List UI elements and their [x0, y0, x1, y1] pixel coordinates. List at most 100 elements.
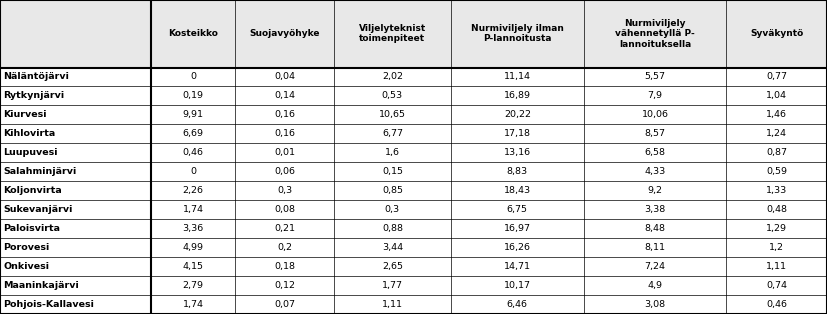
- Text: Maaninkajärvi: Maaninkajärvi: [3, 281, 79, 290]
- Text: 0,2: 0,2: [277, 243, 292, 252]
- Text: 8,48: 8,48: [644, 224, 666, 233]
- Text: 6,46: 6,46: [507, 300, 528, 309]
- Text: 4,9: 4,9: [648, 281, 662, 290]
- Text: 8,11: 8,11: [644, 243, 666, 252]
- Bar: [0, 86, 827, 106]
- Text: 0,16: 0,16: [275, 129, 295, 138]
- Bar: [0, 295, 827, 314]
- Text: Salahminjärvi: Salahminjärvi: [3, 167, 77, 176]
- Text: 0: 0: [190, 167, 196, 176]
- Text: Kiurvesi: Kiurvesi: [3, 111, 47, 119]
- Text: 17,18: 17,18: [504, 129, 531, 138]
- Text: 1,24: 1,24: [766, 129, 787, 138]
- Text: 1,11: 1,11: [766, 262, 787, 271]
- Text: 0,3: 0,3: [385, 205, 400, 214]
- Text: 18,43: 18,43: [504, 186, 531, 195]
- Text: 7,24: 7,24: [644, 262, 666, 271]
- Text: 4,33: 4,33: [644, 167, 666, 176]
- Text: Sukevanjärvi: Sukevanjärvi: [3, 205, 73, 214]
- Bar: [0, 276, 827, 295]
- Text: 16,97: 16,97: [504, 224, 531, 233]
- Text: 1,33: 1,33: [766, 186, 787, 195]
- Text: 2,26: 2,26: [183, 186, 203, 195]
- Text: 3,44: 3,44: [382, 243, 403, 252]
- Bar: [0, 181, 827, 200]
- Bar: [0, 200, 827, 219]
- Bar: [0, 219, 827, 238]
- Text: 0,07: 0,07: [275, 300, 295, 309]
- Text: 4,15: 4,15: [183, 262, 203, 271]
- Text: 0,14: 0,14: [275, 91, 295, 100]
- Text: 5,57: 5,57: [644, 73, 666, 82]
- Text: 4,99: 4,99: [183, 243, 203, 252]
- Text: 1,2: 1,2: [769, 243, 784, 252]
- Bar: [0, 257, 827, 276]
- Text: 0,06: 0,06: [275, 167, 295, 176]
- Text: 0,87: 0,87: [766, 148, 787, 157]
- Text: 6,75: 6,75: [507, 205, 528, 214]
- Text: 0,16: 0,16: [275, 111, 295, 119]
- Text: Näläntöjärvi: Näläntöjärvi: [3, 73, 69, 82]
- Bar: [0, 124, 827, 143]
- Text: 0,74: 0,74: [766, 281, 787, 290]
- Text: 0,04: 0,04: [275, 73, 295, 82]
- Text: 6,69: 6,69: [183, 129, 203, 138]
- Text: 0,3: 0,3: [277, 186, 292, 195]
- Text: 0,46: 0,46: [183, 148, 203, 157]
- Text: 0,21: 0,21: [275, 224, 295, 233]
- Bar: [0, 162, 827, 181]
- Text: 0,18: 0,18: [275, 262, 295, 271]
- Text: 1,04: 1,04: [766, 91, 787, 100]
- Text: Viljelyteknist
toimenpiteet: Viljelyteknist toimenpiteet: [359, 24, 426, 43]
- Text: 16,89: 16,89: [504, 91, 531, 100]
- Text: 0,15: 0,15: [382, 167, 403, 176]
- Bar: [0, 238, 827, 257]
- Text: Kihlovirta: Kihlovirta: [3, 129, 55, 138]
- Text: 10,06: 10,06: [642, 111, 669, 119]
- Text: 10,17: 10,17: [504, 281, 531, 290]
- Text: 14,71: 14,71: [504, 262, 531, 271]
- Text: 9,91: 9,91: [183, 111, 203, 119]
- Bar: [0, 143, 827, 162]
- Text: 0,53: 0,53: [382, 91, 403, 100]
- Text: 10,65: 10,65: [379, 111, 406, 119]
- Text: Koljonvirta: Koljonvirta: [3, 186, 62, 195]
- Text: 0,01: 0,01: [275, 148, 295, 157]
- Text: 3,38: 3,38: [644, 205, 666, 214]
- Text: Onkivesi: Onkivesi: [3, 262, 50, 271]
- Text: 1,74: 1,74: [183, 205, 203, 214]
- Text: Kosteikko: Kosteikko: [168, 29, 218, 38]
- Text: 3,08: 3,08: [644, 300, 666, 309]
- Text: Suojavyöhyke: Suojavyöhyke: [250, 29, 320, 38]
- Text: 0,08: 0,08: [275, 205, 295, 214]
- Text: 13,16: 13,16: [504, 148, 531, 157]
- Text: Rytkynjärvi: Rytkynjärvi: [3, 91, 65, 100]
- Bar: [0, 68, 827, 86]
- Text: Porovesi: Porovesi: [3, 243, 50, 252]
- Text: 6,58: 6,58: [644, 148, 666, 157]
- Text: 20,22: 20,22: [504, 111, 531, 119]
- Bar: [0, 0, 827, 68]
- Text: 2,65: 2,65: [382, 262, 403, 271]
- Text: Nurmiviljely ilman
P-lannoitusta: Nurmiviljely ilman P-lannoitusta: [471, 24, 564, 43]
- Text: 0,77: 0,77: [766, 73, 787, 82]
- Text: 1,46: 1,46: [766, 111, 787, 119]
- Text: 1,6: 1,6: [385, 148, 400, 157]
- Text: 8,57: 8,57: [644, 129, 666, 138]
- Text: 0,19: 0,19: [183, 91, 203, 100]
- Text: Nurmiviljely
vähennetyllä P-
lannoituksella: Nurmiviljely vähennetyllä P- lannoitukse…: [615, 19, 695, 49]
- Text: 0: 0: [190, 73, 196, 82]
- Text: Paloisvirta: Paloisvirta: [3, 224, 60, 233]
- Text: 0,59: 0,59: [766, 167, 787, 176]
- Text: Syväkyntö: Syväkyntö: [750, 29, 803, 38]
- Text: 1,11: 1,11: [382, 300, 403, 309]
- Text: 2,02: 2,02: [382, 73, 403, 82]
- Text: 1,29: 1,29: [766, 224, 787, 233]
- Bar: [0, 106, 827, 124]
- Text: 0,48: 0,48: [766, 205, 787, 214]
- Text: 0,88: 0,88: [382, 224, 403, 233]
- Text: 8,83: 8,83: [507, 167, 528, 176]
- Text: 7,9: 7,9: [648, 91, 662, 100]
- Text: 1,74: 1,74: [183, 300, 203, 309]
- Text: 6,77: 6,77: [382, 129, 403, 138]
